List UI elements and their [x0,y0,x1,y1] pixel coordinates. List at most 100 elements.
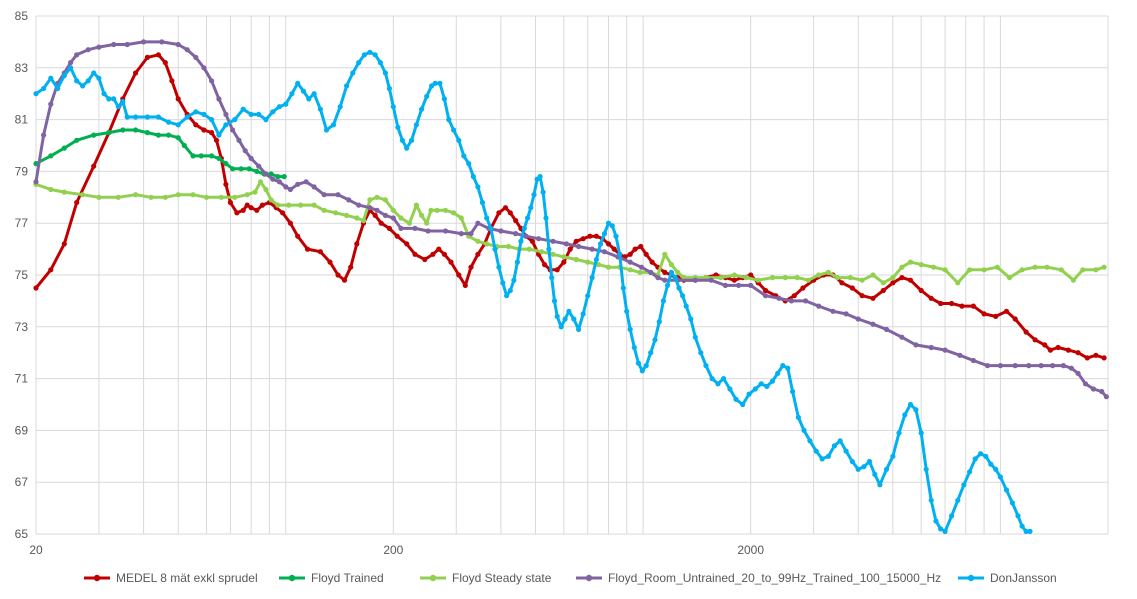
data-point [48,267,54,273]
data-point [668,269,675,275]
data-point [155,114,161,120]
data-point [74,78,80,84]
data-point [1090,386,1096,392]
data-point [169,78,175,84]
data-point [437,80,443,86]
y-tick-label: 83 [15,61,29,75]
data-point [242,148,248,154]
data-point [531,192,537,198]
data-point [330,122,337,128]
data-point [468,264,474,270]
data-point [928,497,934,503]
data-point [740,401,746,408]
data-point [223,111,229,117]
data-point [780,363,786,369]
data-point [91,163,97,169]
data-point [68,65,74,71]
data-point [91,132,97,138]
data-point [601,231,608,237]
data-point [637,269,643,275]
data-point [254,207,260,213]
data-point [190,192,196,198]
data-point [424,93,430,99]
data-point [861,464,867,470]
data-point [528,205,534,211]
data-point [631,344,637,351]
y-tick-label: 77 [15,216,29,230]
data-point [715,381,721,387]
grid [35,15,1109,535]
data-point [223,161,229,167]
data-point [111,96,117,102]
data-point [722,282,729,288]
data-point [656,319,662,325]
data-point [635,360,642,366]
data-point [234,210,240,216]
data-point [627,259,633,265]
data-point [624,308,630,314]
data-point [248,205,254,211]
data-point [847,275,853,281]
data-point [442,228,449,234]
data-point [554,267,560,273]
data-point [218,194,224,200]
data-point [1050,363,1056,369]
y-tick-label: 75 [15,268,29,282]
data-point [1019,523,1025,529]
data-point [120,98,126,105]
data-point [223,181,229,187]
data-point [573,256,579,263]
data-point [216,132,222,138]
data-point [563,241,570,247]
data-point [287,186,293,193]
data-point [390,104,396,110]
data-point [609,223,615,229]
data-point [1019,267,1025,273]
data-point [627,251,633,257]
data-point [96,44,102,50]
data-point [419,212,425,218]
data-point [209,78,215,84]
data-point [61,73,67,79]
data-point [377,60,383,66]
data-point [412,225,418,231]
data-point [367,49,373,55]
data-point [928,344,934,351]
data-point [942,347,948,353]
data-point [341,277,348,283]
data-point [468,231,474,237]
data-point [676,285,682,291]
data-point [475,220,481,226]
data-point [74,137,80,143]
data-point [386,225,392,231]
data-point [193,122,199,128]
data-point [311,184,317,190]
data-point [268,197,274,203]
data-point [727,386,733,392]
data-point [540,189,546,195]
data-point [567,246,573,252]
data-point [48,186,54,193]
data-point [155,132,161,138]
data-point [1068,365,1074,371]
data-point [1065,347,1071,353]
data-point [692,277,698,283]
data-point [193,109,199,115]
data-point [276,104,282,110]
data-point [422,256,428,263]
data-point [523,233,529,239]
data-point [496,264,502,270]
data-point [649,259,655,265]
data-point [957,352,963,358]
data-point [424,220,430,226]
data-point [451,210,457,216]
data-point [409,137,415,143]
data-point [902,412,908,418]
data-point [91,70,97,76]
data-point [639,368,645,374]
data-point [372,52,378,58]
data-point [300,88,306,94]
data-point [275,174,281,180]
data-point [870,272,876,278]
data-point [283,184,289,190]
